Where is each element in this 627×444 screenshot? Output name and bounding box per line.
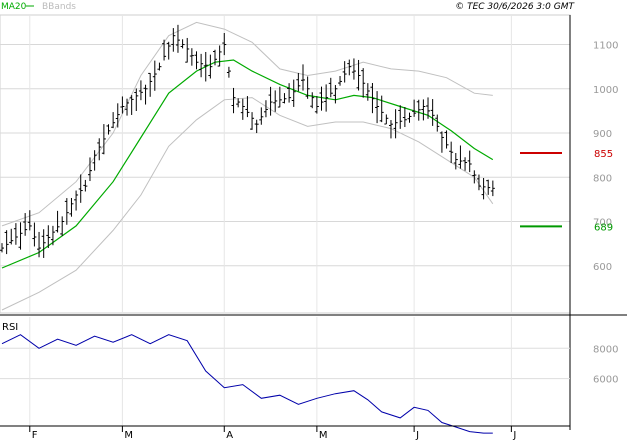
rsi-panel: RSI 6000 8000 <box>0 317 618 434</box>
price-tick-label: 600 <box>593 262 612 273</box>
price-panel: 600 700 800 900 1000 1100 855 689 <box>0 14 618 314</box>
legend-ma20: MA20 <box>1 2 27 12</box>
source-stamp: © TEC 30/6/2026 3:0 GMT <box>455 2 575 12</box>
rsi-label: RSI <box>2 322 18 333</box>
rsi-grid <box>0 317 570 426</box>
price-tick-label: 1100 <box>593 41 618 52</box>
rsi-tick-label: 6000 <box>593 375 618 386</box>
level-markers: 855 689 <box>520 149 613 233</box>
price-tick-label: 1000 <box>593 85 618 96</box>
price-tick-label: 700 <box>593 218 612 229</box>
month-label: M <box>319 430 328 440</box>
ohlc-bars <box>0 24 495 258</box>
price-grid <box>0 15 570 313</box>
rsi-tick-label: 8000 <box>593 344 618 355</box>
level-label: 855 <box>594 149 613 160</box>
price-axis: 600 700 800 900 1000 1100 <box>593 41 618 273</box>
month-label: M <box>124 430 133 440</box>
rsi-axis: 6000 8000 <box>593 344 618 385</box>
month-label: A <box>226 430 233 440</box>
price-tick-label: 900 <box>593 129 612 140</box>
rsi-path <box>1 334 493 434</box>
month-label: J <box>512 430 516 440</box>
month-label: J <box>415 430 419 440</box>
month-label: F <box>32 430 38 440</box>
bband-upper-line <box>1 21 493 227</box>
price-tick-label: 800 <box>593 173 612 184</box>
legend-bbands: BBands <box>42 2 76 12</box>
level-label: 689 <box>594 222 613 233</box>
rsi-line <box>1 334 493 434</box>
